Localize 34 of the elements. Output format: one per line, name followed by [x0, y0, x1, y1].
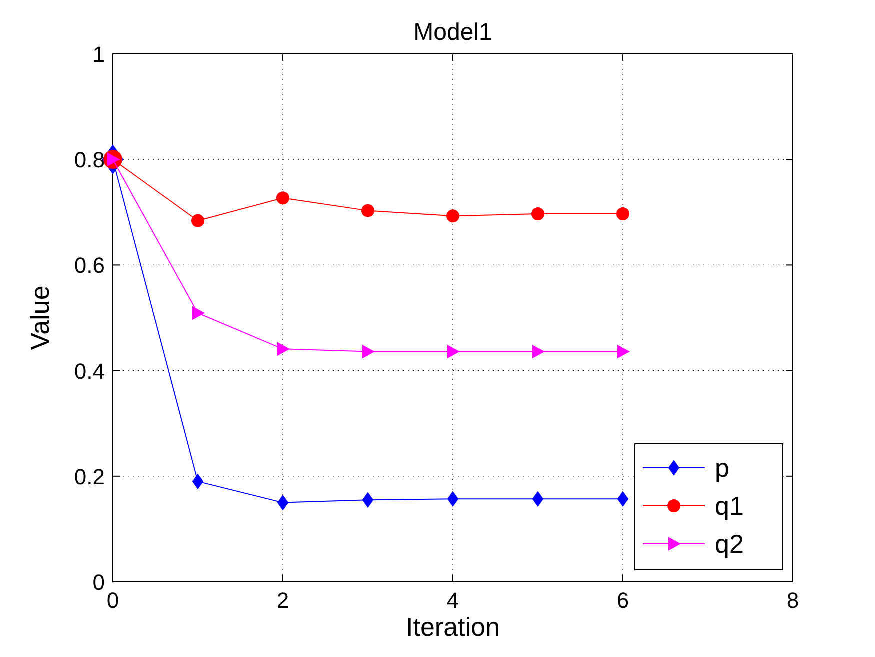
- point: [192, 474, 204, 490]
- point: [448, 492, 458, 507]
- point: [362, 492, 374, 508]
- point: [276, 192, 290, 205]
- x-axis-title: Iteration: [406, 612, 500, 642]
- point: [532, 345, 544, 358]
- legend-label: q2: [715, 529, 744, 559]
- y-tick-label: 1: [92, 42, 105, 67]
- y-tick-label: 0.6: [74, 253, 105, 278]
- point: [446, 210, 460, 223]
- point: [362, 204, 374, 218]
- point: [192, 214, 204, 228]
- x-tick-label: 2: [276, 588, 290, 613]
- point: [532, 207, 544, 220]
- point: [362, 345, 374, 358]
- point: [278, 495, 288, 510]
- legend-label: p: [715, 453, 730, 483]
- y-tick-label: 0.8: [74, 148, 105, 173]
- legend-label: q1: [715, 491, 744, 521]
- y-tick-label: 0: [92, 570, 105, 595]
- point: [192, 306, 204, 320]
- chart-title: Model1: [414, 19, 492, 46]
- y-axis-title: Value: [25, 286, 55, 350]
- point: [278, 342, 290, 356]
- y-tick-label: 0.4: [74, 358, 105, 384]
- x-tick-label: 4: [446, 588, 460, 613]
- point: [448, 345, 460, 358]
- y-tick-label: 0.2: [74, 464, 105, 490]
- point: [616, 207, 630, 220]
- point: [618, 345, 630, 358]
- x-tick-label: 8: [786, 588, 800, 613]
- point: [532, 492, 544, 507]
- point: [618, 492, 628, 507]
- x-tick-label: 6: [616, 588, 630, 613]
